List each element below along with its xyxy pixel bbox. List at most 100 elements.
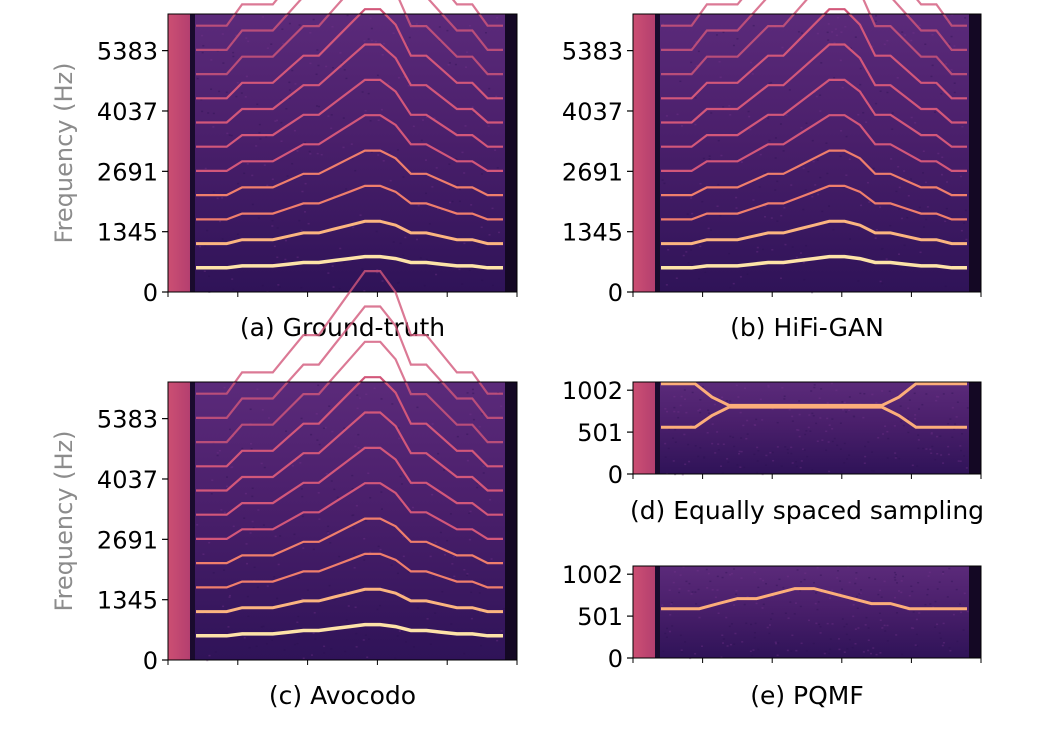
noise-speck: [934, 626, 937, 628]
noise-speck: [477, 246, 480, 248]
noise-speck: [953, 428, 956, 430]
noise-speck: [839, 155, 842, 158]
noise-speck: [794, 602, 797, 604]
noise-speck: [672, 437, 675, 439]
noise-speck: [776, 446, 779, 448]
noise-speck: [390, 564, 393, 566]
noise-speck: [716, 589, 719, 591]
noise-speck: [848, 158, 851, 161]
noise-speck: [695, 64, 698, 67]
noise-speck: [216, 197, 219, 200]
noise-speck: [827, 441, 830, 443]
noise-speck: [947, 445, 950, 448]
noise-speck: [714, 452, 717, 454]
plot-frame: [632, 13, 982, 293]
harmonic-line: [196, 411, 503, 492]
noise-speck: [376, 271, 379, 274]
noise-speck: [322, 427, 325, 429]
noise-speck: [866, 181, 869, 184]
noise-speck: [691, 212, 694, 215]
noise-speck: [674, 428, 677, 431]
noise-speck: [735, 593, 738, 595]
noise-speck: [340, 62, 343, 64]
noise-speck: [316, 24, 319, 26]
subplot-d: 0 501 1002 (d) Equally spaced sampling: [562, 377, 984, 525]
noise-speck: [451, 563, 454, 565]
noise-speck: [307, 222, 310, 225]
noise-speck: [753, 631, 756, 634]
noise-speck: [297, 635, 300, 638]
noise-speck: [848, 409, 851, 412]
noise-speck: [966, 407, 969, 409]
noise-speck: [728, 105, 731, 107]
noise-speck: [484, 31, 487, 34]
noise-speck: [220, 509, 223, 511]
noise-speck: [312, 632, 315, 634]
noise-speck: [948, 647, 951, 649]
noise-speck: [278, 286, 281, 288]
noise-speck: [739, 276, 742, 278]
noise-speck: [316, 439, 319, 441]
noise-speck: [303, 211, 306, 213]
noise-speck: [402, 535, 405, 538]
noise-speck: [953, 91, 956, 94]
noise-speck: [947, 422, 950, 425]
noise-speck: [344, 650, 347, 653]
noise-speck: [327, 525, 330, 528]
y-tick-label: 4037: [97, 466, 158, 494]
noise-speck: [245, 543, 248, 545]
noise-speck: [942, 571, 945, 573]
noise-speck: [960, 175, 963, 178]
noise-speck: [836, 577, 839, 579]
noise-speck: [685, 580, 688, 583]
noise-speck: [826, 622, 829, 625]
noise-speck: [328, 584, 331, 587]
noise-speck: [746, 419, 749, 422]
noise-speck: [676, 113, 679, 116]
noise-speck: [754, 622, 757, 625]
noise-speck: [690, 424, 693, 427]
noise-speck: [488, 234, 491, 236]
noise-speck: [831, 418, 834, 420]
noise-speck: [894, 452, 897, 454]
harmonic-line: [196, 376, 503, 468]
noise-speck: [415, 23, 418, 25]
noise-speck: [826, 417, 829, 420]
noise-speck: [804, 572, 807, 575]
noise-speck: [881, 627, 884, 629]
noise-speck: [331, 265, 334, 267]
noise-speck: [898, 208, 901, 210]
noise-speck: [744, 387, 747, 389]
noise-speck: [931, 445, 934, 448]
noise-speck: [717, 449, 720, 451]
noise-speck: [677, 416, 680, 419]
noise-speck: [750, 61, 753, 64]
noise-speck: [914, 414, 917, 416]
noise-speck: [425, 258, 428, 261]
noise-speck: [875, 653, 878, 656]
noise-speck: [741, 641, 744, 643]
noise-speck: [728, 625, 731, 628]
noise-speck: [944, 285, 947, 288]
noise-speck: [223, 386, 226, 389]
noise-speck: [226, 485, 229, 488]
noise-speck: [812, 642, 815, 645]
noise-speck: [690, 197, 693, 199]
harmonic-line: [661, 149, 967, 197]
noise-speck: [953, 45, 956, 47]
spectrogram-background: [633, 566, 981, 658]
noise-speck: [360, 621, 363, 624]
noise-speck: [500, 630, 503, 632]
noise-speck: [246, 562, 249, 565]
noise-speck: [435, 167, 438, 169]
noise-speck: [886, 430, 889, 433]
noise-speck: [875, 228, 878, 231]
noise-speck: [857, 228, 860, 230]
noise-speck: [665, 636, 668, 638]
silence-edge-left: [190, 14, 195, 292]
noise-speck: [918, 408, 921, 410]
noise-speck: [915, 618, 918, 621]
y-tick-label: 1002: [562, 561, 623, 589]
noise-speck: [731, 623, 734, 625]
noise-speck: [664, 632, 667, 635]
